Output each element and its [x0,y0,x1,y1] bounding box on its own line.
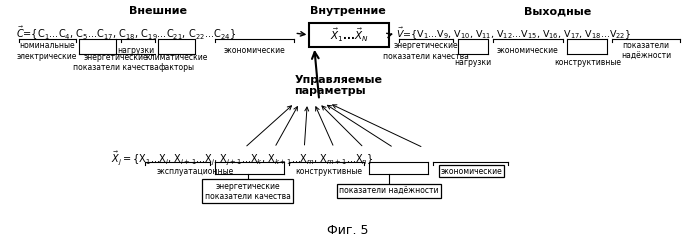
Text: экономические: экономические [497,46,558,55]
Text: номинальные
электрические: номинальные электрические [17,41,77,61]
Text: нагрузки: нагрузки [117,46,154,55]
FancyBboxPatch shape [309,23,389,47]
Text: энергетические
показатели качества: энергетические показатели качества [73,53,158,72]
Text: экономические: экономические [224,46,285,55]
Text: Фиг. 5: Фиг. 5 [327,224,369,237]
Text: нагрузки: нагрузки [454,58,491,67]
Text: Внутренние: Внутренние [310,6,386,16]
Text: $\vec{V}$={V$_1$...V$_9$, V$_{10}$, V$_{11}$, V$_{12}$...V$_{15}$, V$_{16}$, V$_: $\vec{V}$={V$_1$...V$_9$, V$_{10}$, V$_{… [396,25,631,41]
Text: конструктивные: конструктивные [296,167,363,176]
Text: $\vec{X}_j=\{$X$_1$...X$_i$, X$_{i+1}$...X$_j$, X$_{j+1}$...X$_k$, X$_{k+1}$...X: $\vec{X}_j=\{$X$_1$...X$_i$, X$_{i+1}$..… [111,149,373,166]
Text: показатели
надёжности: показатели надёжности [621,41,671,61]
Text: конструктивные: конструктивные [554,58,621,67]
Text: $\vec{C}$={C$_1$...C$_4$, C$_5$...C$_{17}$, C$_{18}$, C$_{19}$...C$_{21}$, C$_{2: $\vec{C}$={C$_1$...C$_4$, C$_5$...C$_{17… [16,24,237,42]
Text: $\vec{X}_1$...$\vec{X}_N$: $\vec{X}_1$...$\vec{X}_N$ [329,26,369,44]
Text: экономические: экономические [440,167,502,176]
Text: энергетические
показатели качества: энергетические показатели качества [205,182,290,201]
Text: Управляемые
параметры: Управляемые параметры [295,75,383,96]
Text: климатические
факторы: климатические факторы [145,53,207,72]
Text: Внешние: Внешние [129,6,187,16]
Text: энергетические
показатели качества: энергетические показатели качества [383,41,468,61]
Text: эксплуатационные: эксплуатационные [156,167,234,176]
Text: показатели надёжности: показатели надёжности [339,187,438,196]
Text: Выходные: Выходные [524,6,591,16]
